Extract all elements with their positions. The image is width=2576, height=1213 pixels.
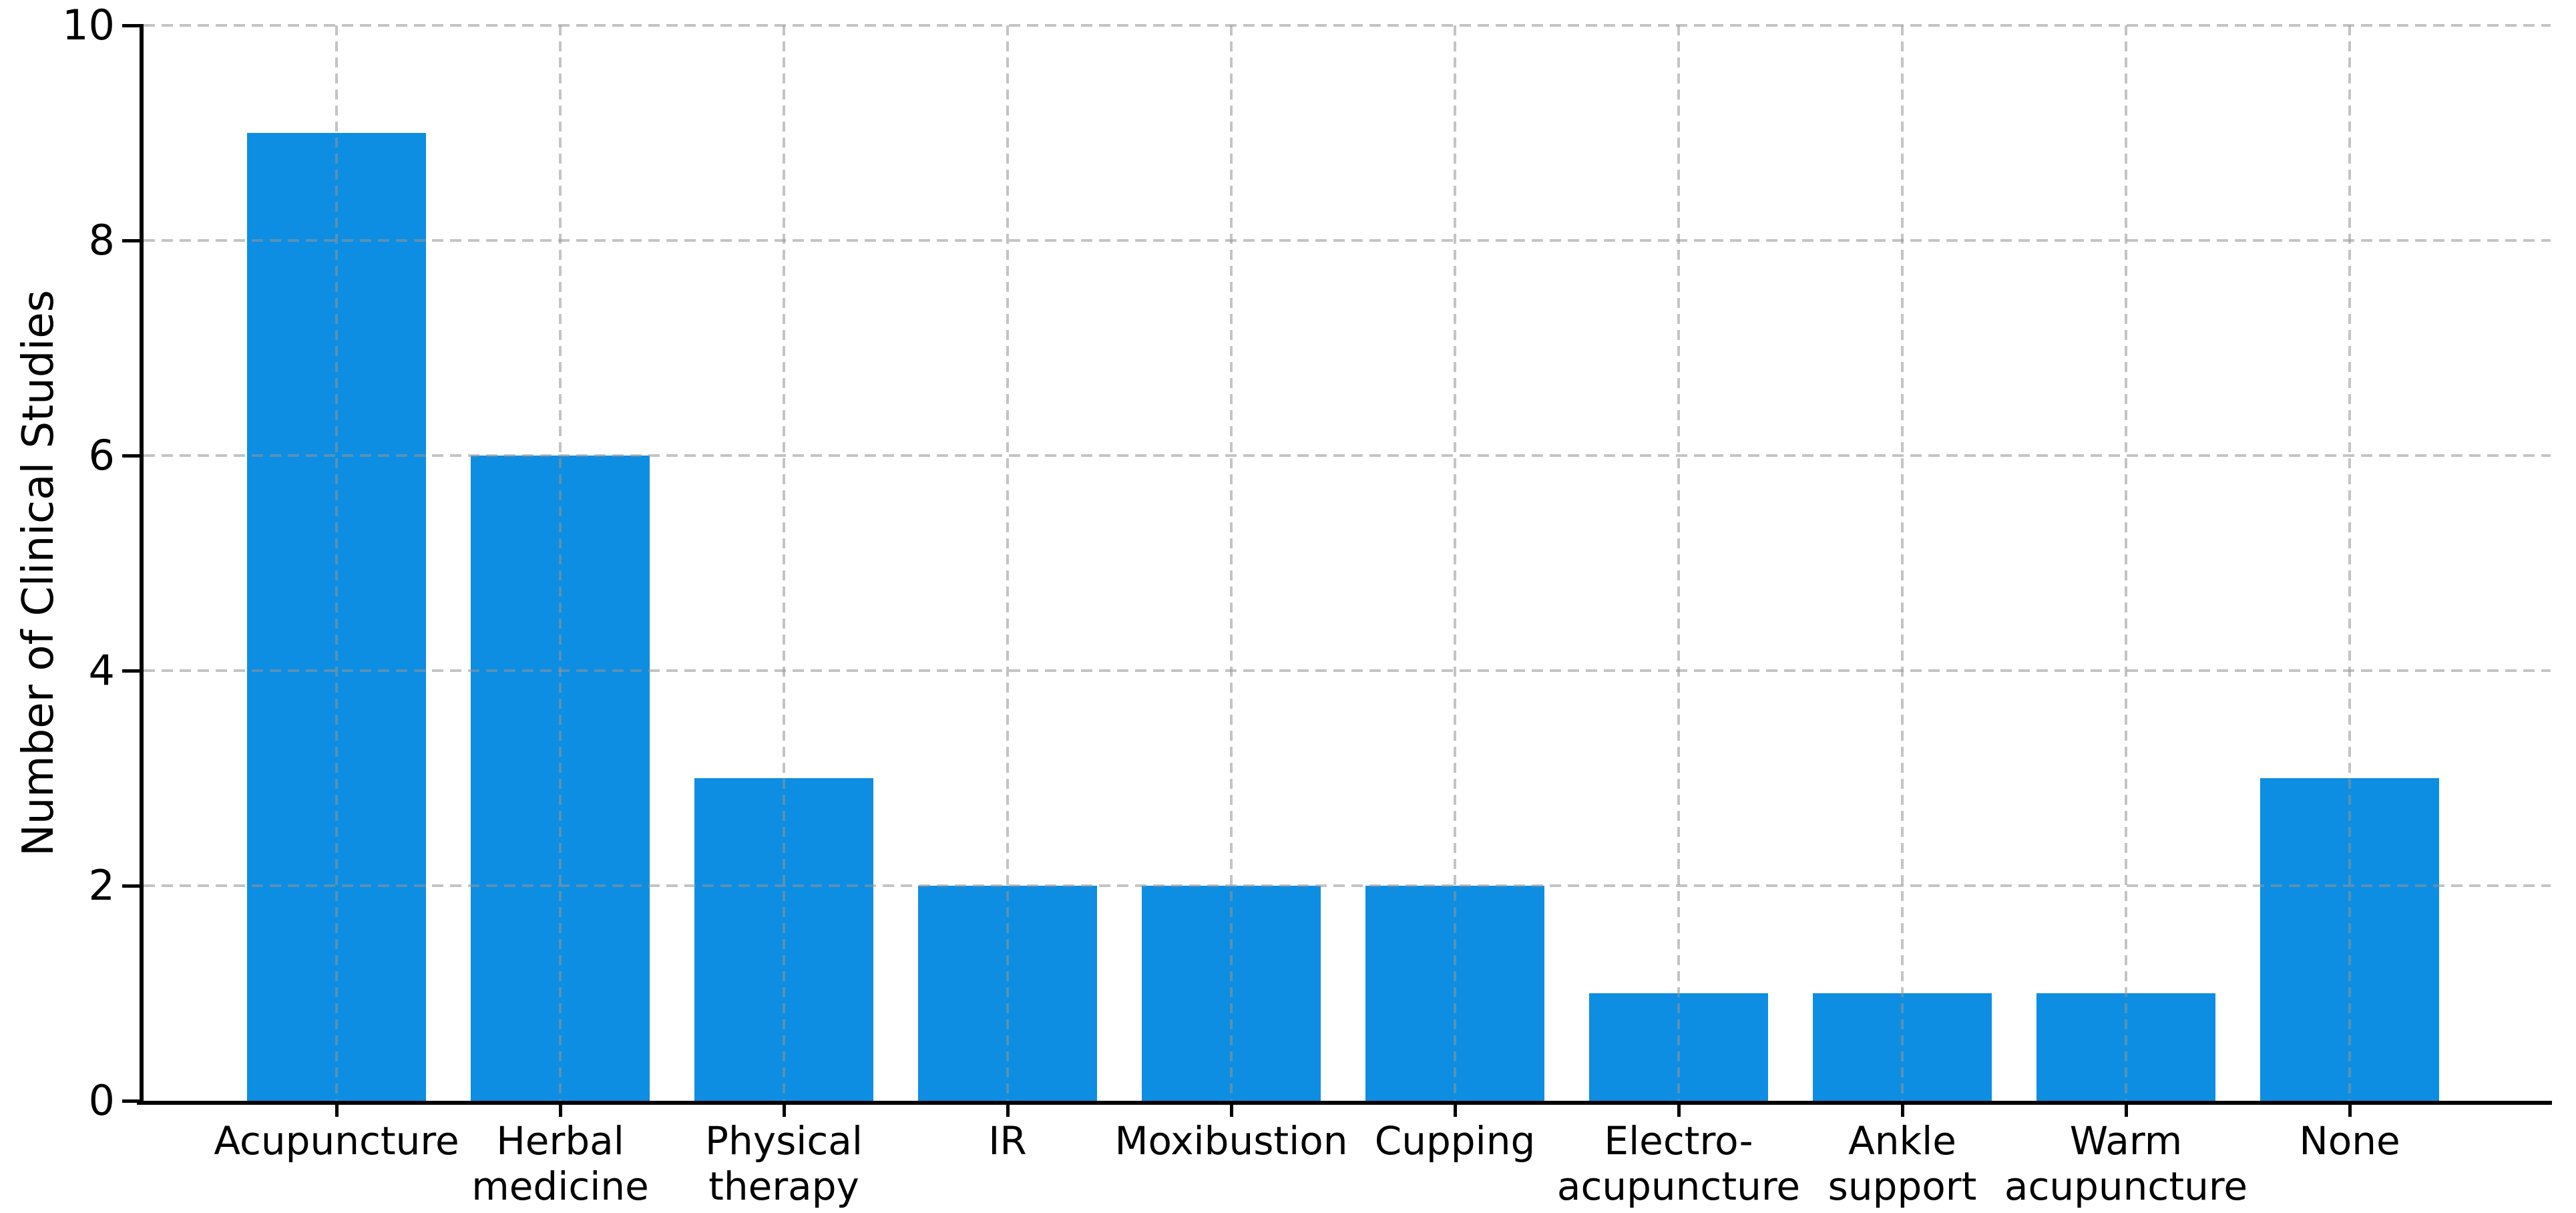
horizontal-gridline [144,884,2551,887]
vertical-gridline [335,25,338,1101]
vertical-gridline [783,25,785,1101]
x-axis-spine [137,1101,2552,1105]
vertical-gridline [1677,25,1680,1101]
y-axis-tick [122,454,140,458]
y-axis-tick [122,669,140,673]
x-tick-label: Electro- acupuncture [1556,1118,1801,1209]
y-tick-label: 6 [88,431,115,480]
x-tick-label: Acupuncture [214,1118,459,1164]
y-tick-label: 0 [88,1076,115,1125]
x-axis-tick [1006,1105,1010,1117]
x-axis-tick [559,1105,562,1117]
y-tick-label: 8 [88,216,115,265]
x-tick-label: None [2299,1118,2400,1164]
vertical-gridline [2348,25,2351,1101]
horizontal-gridline [144,454,2551,457]
vertical-gridline [559,25,562,1101]
vertical-gridline [2125,25,2127,1101]
x-tick-label: Cupping [1374,1118,1536,1164]
x-axis-tick [1454,1105,1457,1117]
x-axis-tick [335,1105,339,1117]
vertical-gridline [1006,25,1009,1101]
x-axis-tick [783,1105,786,1117]
y-axis-tick [122,1099,140,1103]
gridlines-layer [144,24,2551,1101]
y-tick-label: 4 [88,646,115,695]
horizontal-gridline [144,669,2551,672]
x-axis-tick [2125,1105,2128,1117]
y-axis-tick [122,24,140,27]
x-axis-tick [1677,1105,1681,1117]
x-axis-tick [2348,1105,2352,1117]
y-axis-title: Number of Clinical Studies [14,290,63,856]
y-axis-tick [122,884,140,888]
vertical-gridline [1901,25,1904,1101]
x-tick-label: Moxibustion [1114,1118,1348,1164]
y-tick-label: 2 [88,861,115,910]
x-tick-label: Ankle support [1828,1118,1977,1209]
x-axis-tick [1901,1105,1904,1117]
x-tick-label: Physical therapy [705,1118,863,1209]
vertical-gridline [1230,25,1233,1101]
plot-area [122,24,2552,1117]
vertical-gridline [1454,25,1456,1101]
axis-ticks-layer [122,24,2551,1117]
x-tick-label: Herbal medicine [471,1118,649,1209]
x-axis-tick [1230,1105,1233,1117]
horizontal-gridline [144,239,2551,242]
y-axis-tick [122,239,140,242]
horizontal-gridline [144,24,2551,27]
x-tick-label: Warm acupuncture [2004,1118,2248,1209]
y-tick-label: 10 [62,1,115,49]
y-axis-spine [140,24,144,1105]
x-tick-label: IR [988,1118,1027,1164]
